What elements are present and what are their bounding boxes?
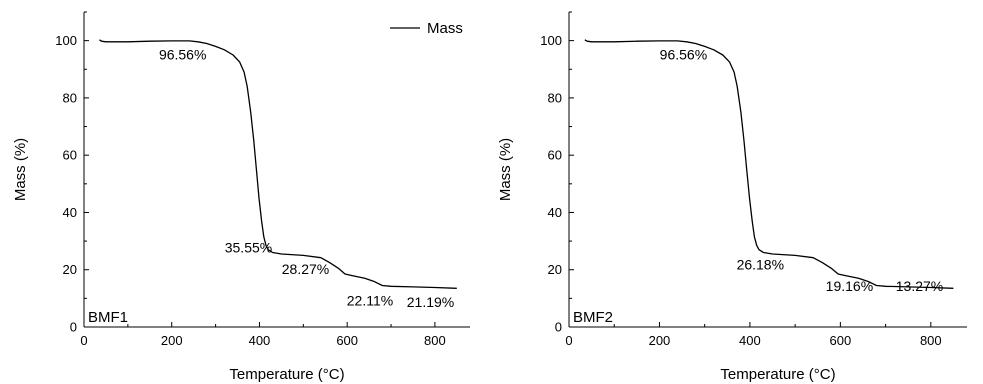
data-annotation: 96.56%	[159, 46, 206, 62]
x-tick-label: 800	[920, 333, 942, 348]
series-line-mass	[99, 39, 457, 289]
y-tick-label: 40	[63, 205, 77, 220]
x-tick-label: 200	[649, 333, 671, 348]
data-annotation: 19.16%	[826, 278, 873, 294]
x-tick-label: 200	[161, 333, 183, 348]
x-tick-label: 800	[424, 333, 446, 348]
x-tick-label: 400	[739, 333, 761, 348]
data-annotation: 35.55%	[225, 240, 272, 256]
y-tick-label: 80	[548, 90, 562, 105]
y-tick-label: 60	[548, 148, 562, 163]
y-tick-label: 0	[555, 320, 562, 335]
panel-label: BMF2	[573, 309, 613, 326]
data-annotation: 26.18%	[737, 257, 784, 273]
x-tick-label: 400	[249, 333, 271, 348]
x-axis-title: Temperature (°C)	[720, 366, 835, 383]
y-tick-label: 20	[548, 262, 562, 277]
y-axis-title: Mass (%)	[497, 138, 514, 201]
x-axis-title: Temperature (°C)	[229, 366, 344, 383]
chart-panel-bmf2: 0 200 400 600 800 0 20 40 60 80 100 Temperature (°C…	[497, 11, 967, 383]
y-tick-label: 100	[55, 33, 77, 48]
legend-label-mass: Mass	[427, 20, 463, 37]
x-tick-label: 600	[336, 333, 358, 348]
y-tick-label: 80	[63, 90, 77, 105]
legend: Mass	[390, 20, 463, 37]
data-annotation: 21.19%	[407, 294, 454, 310]
data-annotation: 28.27%	[282, 261, 329, 277]
data-annotation: 96.56%	[660, 46, 707, 62]
chart-panel-bmf1: 0 200 400 600 800 0 20 40 60 80 100 Temperature (°C…	[12, 11, 470, 383]
y-tick-label: 60	[63, 148, 77, 163]
y-tick-label: 20	[63, 262, 77, 277]
y-tick-label: 0	[70, 320, 77, 335]
series-line-mass	[584, 39, 954, 289]
x-tick-label: 0	[565, 333, 572, 348]
x-tick-label: 600	[830, 333, 852, 348]
y-axis-title: Mass (%)	[12, 138, 29, 201]
panel-label: BMF1	[88, 309, 128, 326]
y-tick-label: 100	[540, 33, 562, 48]
data-annotation: 13.27%	[896, 278, 943, 294]
y-tick-label: 40	[548, 205, 562, 220]
data-annotation: 22.11%	[347, 293, 393, 309]
x-tick-label: 0	[80, 333, 87, 348]
